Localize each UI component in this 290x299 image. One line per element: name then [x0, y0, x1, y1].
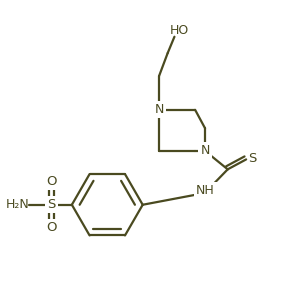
- Text: O: O: [46, 175, 57, 188]
- Text: HO: HO: [170, 24, 189, 37]
- Text: N: N: [155, 103, 164, 116]
- Text: NH: NH: [196, 184, 214, 197]
- Text: O: O: [46, 222, 57, 234]
- Text: S: S: [47, 198, 56, 211]
- Text: S: S: [248, 152, 257, 164]
- Text: N: N: [200, 144, 210, 157]
- Text: H₂N: H₂N: [6, 198, 29, 211]
